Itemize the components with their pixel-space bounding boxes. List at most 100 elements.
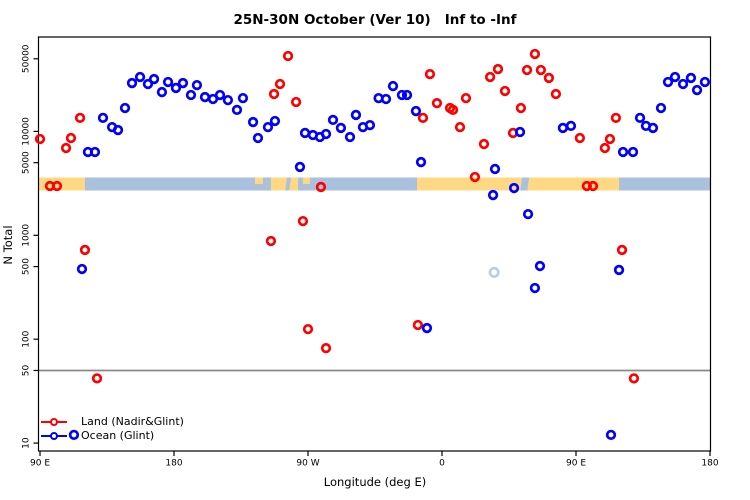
- legend-ring-icon: [50, 432, 58, 440]
- data-point-ocean: [222, 94, 234, 106]
- band-land-streak: [254, 177, 264, 184]
- data-point-land: [529, 48, 541, 60]
- y-tick-label: 10000: [22, 117, 32, 146]
- data-point-land: [604, 133, 616, 145]
- data-point-ocean: [177, 77, 189, 89]
- x-axis: 90 E 180 90 W 0 90 E 180: [30, 451, 719, 469]
- data-point-land: [274, 78, 286, 90]
- y-axis: 50000 10000 5000 1000 500 100 50 10: [22, 44, 39, 449]
- data-point-ocean: [489, 163, 501, 175]
- legend: Land (Nadir&Glint) Ocean (Glint): [40, 415, 184, 443]
- band-ocean-slash: [520, 177, 530, 191]
- data-point-land: [484, 71, 496, 83]
- legend-item-ocean: Ocean (Glint): [40, 429, 184, 443]
- legend-item-land: Land (Nadir&Glint): [40, 415, 184, 429]
- x-tick-label: 180: [165, 459, 182, 469]
- data-point-land: [51, 180, 63, 192]
- data-point-ocean: [126, 77, 138, 89]
- plot-border: [37, 36, 712, 452]
- data-point-land: [454, 121, 466, 133]
- data-point-ocean: [344, 131, 356, 143]
- data-point-ocean: [699, 76, 711, 88]
- data-point-ocean: [627, 146, 639, 158]
- data-point-land: [460, 92, 472, 104]
- data-point-ocean: [299, 127, 311, 139]
- data-point-ocean: [170, 82, 182, 94]
- band-land-streak: [302, 177, 310, 184]
- series-ocean: [68, 71, 711, 441]
- y-tick-label: 500: [22, 258, 32, 275]
- y-tick-label: 50000: [22, 44, 32, 73]
- data-point-land: [268, 88, 280, 100]
- data-point-land: [616, 244, 628, 256]
- data-point-ocean: [262, 121, 274, 133]
- data-point-ocean: [685, 72, 697, 84]
- y-tick-label: 50: [22, 364, 32, 376]
- faint-ring: [488, 266, 500, 278]
- band-land-segment: [416, 177, 620, 191]
- data-point-land: [431, 98, 443, 109]
- data-point-ocean: [327, 114, 339, 126]
- data-point-ocean: [421, 322, 433, 334]
- data-point-ocean: [522, 208, 534, 220]
- data-point-land: [60, 142, 72, 154]
- data-point-land: [478, 138, 490, 150]
- data-point-land: [628, 373, 640, 384]
- data-point-land: [469, 171, 481, 183]
- data-point-land: [447, 104, 459, 116]
- data-point-ocean: [529, 282, 541, 294]
- data-point-ocean: [634, 112, 646, 124]
- data-point-land: [315, 181, 327, 193]
- data-point-ocean: [191, 79, 203, 91]
- data-point-ocean: [156, 86, 168, 98]
- data-point-ocean: [617, 146, 629, 158]
- data-point-ocean: [655, 102, 667, 114]
- data-point-ocean: [415, 156, 427, 168]
- y-tick-label: 100: [22, 330, 32, 347]
- legend-marker-land: [40, 415, 74, 429]
- data-point-ocean: [487, 189, 499, 201]
- data-point-land: [417, 112, 429, 124]
- data-point-land: [492, 63, 504, 75]
- data-point-ocean: [214, 89, 226, 101]
- data-point-land: [543, 72, 555, 84]
- data-point-land: [282, 50, 294, 62]
- data-point-land: [610, 112, 622, 124]
- x-tick-label: 90 W: [296, 459, 319, 469]
- data-point-ocean: [89, 146, 101, 158]
- data-point-land: [302, 323, 314, 335]
- surface-band: [38, 177, 711, 191]
- data-point-ocean: [142, 78, 154, 90]
- data-point-land: [79, 244, 91, 256]
- data-point-ocean: [269, 115, 281, 127]
- data-point-ocean: [294, 161, 306, 173]
- data-point-ocean: [68, 429, 80, 441]
- legend-label-ocean: Ocean (Glint): [81, 429, 155, 442]
- x-tick-label: 0: [439, 459, 445, 469]
- data-point-ocean: [410, 105, 422, 117]
- data-point-ocean: [320, 128, 332, 140]
- data-point-land: [34, 133, 46, 145]
- data-point-land: [574, 132, 586, 144]
- x-tick-label: 180: [701, 459, 718, 469]
- data-point-ocean: [557, 122, 569, 134]
- data-point-ocean: [613, 264, 625, 276]
- data-point-land: [65, 132, 77, 144]
- data-point-ocean: [514, 126, 526, 138]
- y-tick-label: 5000: [22, 151, 32, 174]
- data-point-land: [521, 64, 533, 76]
- data-point-land: [320, 343, 332, 354]
- data-point-ocean: [401, 89, 413, 101]
- data-point-ocean: [605, 429, 617, 441]
- data-point-ocean: [691, 84, 703, 96]
- data-point-ocean: [97, 112, 109, 124]
- data-point-ocean: [396, 89, 408, 101]
- data-point-land: [91, 373, 103, 384]
- data-point-ocean: [237, 92, 249, 104]
- data-point-ocean: [677, 78, 689, 90]
- data-point-land: [297, 215, 309, 227]
- data-point-land: [499, 85, 511, 97]
- data-point-land: [265, 235, 277, 247]
